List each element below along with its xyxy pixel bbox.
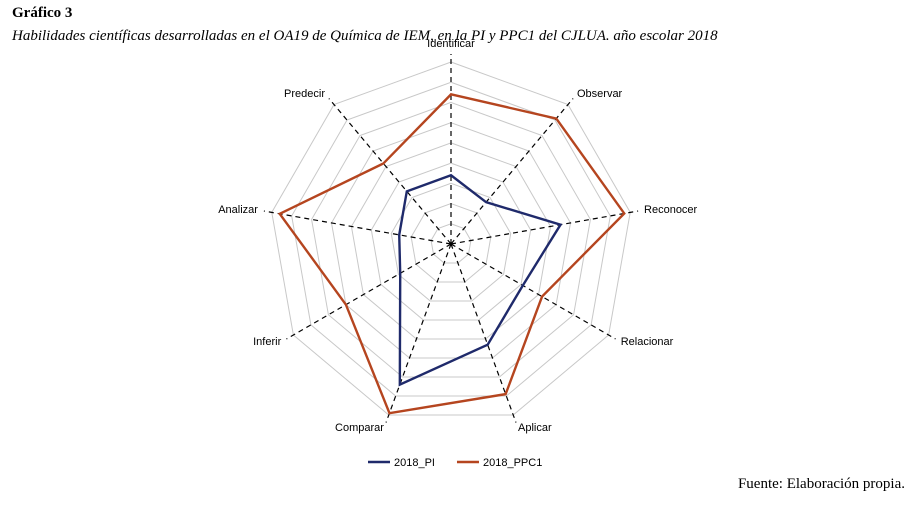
axis-label: Inferir — [253, 336, 281, 348]
chart-title: Gráfico 3 — [12, 5, 72, 21]
axis-spoke — [450, 243, 517, 423]
axis-label: Relacionar — [621, 336, 674, 348]
legend-label: 2018_PI — [394, 457, 435, 469]
axis-spoke — [263, 210, 452, 245]
axis-label: Analizar — [218, 204, 258, 216]
axis-spoke — [328, 98, 452, 245]
axis-spoke — [450, 243, 616, 340]
grid-ring — [271, 61, 631, 416]
grid-ring — [350, 142, 552, 340]
axis-label: Comparar — [335, 422, 384, 434]
grid-ring — [311, 101, 591, 378]
axis-spoke — [286, 243, 452, 340]
grid-ring — [410, 203, 492, 283]
series-line — [398, 173, 563, 387]
chart-subtitle: Habilidades científicas desarrolladas en… — [11, 28, 718, 44]
grid-ring — [430, 223, 472, 264]
series-line — [277, 93, 626, 415]
axis-spoke — [385, 243, 452, 423]
legend-label: 2018_PPC1 — [483, 457, 542, 469]
axis-spoke — [450, 210, 639, 245]
axis-label: Reconocer — [644, 204, 698, 216]
grid-ring — [330, 122, 572, 359]
grid-ring — [370, 162, 532, 321]
axis-label: Identificar — [427, 38, 475, 50]
axis-label: Aplicar — [518, 422, 552, 434]
source-note: Fuente: Elaboración propia. — [738, 476, 905, 492]
grid-ring — [291, 81, 611, 397]
axis-spoke — [450, 98, 574, 245]
axis-label: Observar — [577, 88, 623, 100]
axis-label: Predecir — [284, 88, 325, 100]
